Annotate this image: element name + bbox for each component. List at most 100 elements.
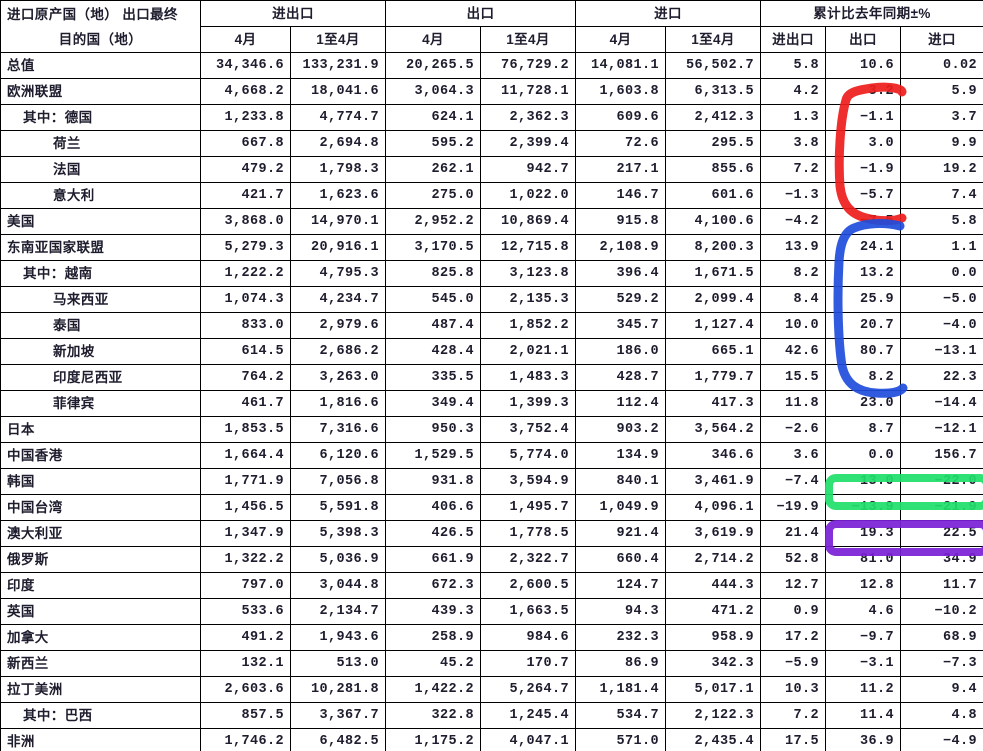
cell-c7: 81.0 xyxy=(825,546,902,573)
cell-c7: 11.2 xyxy=(825,676,902,703)
cell-c4: 571.0 xyxy=(575,728,667,751)
cell-c5: 3,619.9 xyxy=(665,520,762,547)
table-row: 英国 533.6 2,134.7 439.3 1,663.5 94.3 471.2 0.9 4.… xyxy=(0,598,983,625)
table-row: 印度尼西亚 764.2 3,263.0 335.5 1,483.3 428.7 1,779.… xyxy=(0,364,983,391)
cell-c4: 396.4 xyxy=(575,260,667,287)
cell-c4: 660.4 xyxy=(575,546,667,573)
table-row: 美国 3,868.0 14,970.1 2,952.2 10,869.4 915.8 4,1… xyxy=(0,208,983,235)
cell-c7: 19.3 xyxy=(825,520,902,547)
cell-c1: 4,774.7 xyxy=(289,104,387,131)
table-row: 其中：德国 1,233.8 4,774.7 624.1 2,362.3 609.6 2,41… xyxy=(0,104,983,131)
cell-c2: 439.3 xyxy=(385,598,482,625)
cell-c8: 9.4 xyxy=(900,676,983,703)
cell-c4: 345.7 xyxy=(575,312,667,339)
cell-c3: 2,021.1 xyxy=(480,338,577,365)
cell-c8: −22.0 xyxy=(900,468,983,495)
table-row: 新西兰 132.1 513.0 45.2 170.7 86.9 342.3 −5.9 −3.1−… xyxy=(0,650,983,677)
group-header-import: 进口 xyxy=(575,0,762,27)
cell-c2: 661.9 xyxy=(385,546,482,573)
cell-c0: 5,279.3 xyxy=(200,234,291,261)
cell-c1: 4,234.7 xyxy=(289,286,387,313)
row-label: 欧洲联盟 xyxy=(0,78,201,105)
cell-c4: 134.9 xyxy=(575,442,667,469)
cell-c4: 609.6 xyxy=(575,104,667,131)
cell-c1: 1,943.6 xyxy=(289,624,387,651)
cell-c0: 1,074.3 xyxy=(200,286,291,313)
cell-c8: 0.02 xyxy=(900,52,983,79)
cell-c3: 1,495.7 xyxy=(480,494,577,521)
cell-c8: −21.9 xyxy=(900,494,983,521)
cell-c5: 855.6 xyxy=(665,156,762,183)
cell-c6: −7.4 xyxy=(760,468,827,495)
cell-c2: 950.3 xyxy=(385,416,482,443)
cell-c8: 19.2 xyxy=(900,156,983,183)
cell-c8: −7.3 xyxy=(900,650,983,677)
cell-c7: −1.1 xyxy=(825,104,902,131)
cell-c1: 20,916.1 xyxy=(289,234,387,261)
cell-c5: 1,779.7 xyxy=(665,364,762,391)
group-header-export: 出口 xyxy=(385,0,577,27)
cell-c2: 275.0 xyxy=(385,182,482,209)
table-row: 其中：越南 1,222.2 4,795.3 825.8 3,123.8 396.4 1,67… xyxy=(0,260,983,287)
cell-c5: 601.6 xyxy=(665,182,762,209)
cell-c1: 5,398.3 xyxy=(289,520,387,547)
row-label: 泰国 xyxy=(0,312,201,339)
cell-c8: 68.9 xyxy=(900,624,983,651)
cell-c3: 1,399.3 xyxy=(480,390,577,417)
cell-c0: 1,746.2 xyxy=(200,728,291,751)
cell-c6: 42.6 xyxy=(760,338,827,365)
subheader-yoy-export: 出口 xyxy=(825,26,902,53)
cell-c8: −14.4 xyxy=(900,390,983,417)
cell-c6: 10.0 xyxy=(760,312,827,339)
cell-c4: 2,108.9 xyxy=(575,234,667,261)
cell-c6: 1.3 xyxy=(760,104,827,131)
cell-c4: 428.7 xyxy=(575,364,667,391)
cell-c3: 10,869.4 xyxy=(480,208,577,235)
cell-c8: 22.3 xyxy=(900,364,983,391)
cell-c1: 4,795.3 xyxy=(289,260,387,287)
cell-c0: 1,853.5 xyxy=(200,416,291,443)
cell-c6: −1.3 xyxy=(760,182,827,209)
cell-c7: 80.7 xyxy=(825,338,902,365)
table-row: 日本 1,853.5 7,316.6 950.3 3,752.4 903.2 3,564.2… xyxy=(0,416,983,443)
cell-c1: 1,798.3 xyxy=(289,156,387,183)
cell-c5: 4,096.1 xyxy=(665,494,762,521)
cell-c3: 3,752.4 xyxy=(480,416,577,443)
cell-c3: 76,729.2 xyxy=(480,52,577,79)
cell-c7: −9.7 xyxy=(825,624,902,651)
table-row: 拉丁美洲 2,603.6 10,281.8 1,422.2 5,264.7 1,181.4… xyxy=(0,676,983,703)
cell-c5: 2,412.3 xyxy=(665,104,762,131)
header-row-subs: 4月 1至4月 4月 1至4月 4月 1至4月 进出口 出口 进口 xyxy=(1,26,983,53)
cell-c5: 346.6 xyxy=(665,442,762,469)
cell-c2: 3,170.5 xyxy=(385,234,482,261)
cell-c7: 13.0 xyxy=(825,468,902,495)
cell-c3: 1,663.5 xyxy=(480,598,577,625)
cell-c1: 1,816.6 xyxy=(289,390,387,417)
cell-c1: 133,231.9 xyxy=(289,52,387,79)
cell-c2: 825.8 xyxy=(385,260,482,287)
cell-c0: 2,603.6 xyxy=(200,676,291,703)
row-label: 韩国 xyxy=(0,468,201,495)
cell-c8: 5.8 xyxy=(900,208,983,235)
cell-c6: 13.9 xyxy=(760,234,827,261)
row-label: 总值 xyxy=(0,52,201,79)
cell-c0: 797.0 xyxy=(200,572,291,599)
cell-c4: 1,049.9 xyxy=(575,494,667,521)
cell-c2: 3,064.3 xyxy=(385,78,482,105)
cell-c1: 3,263.0 xyxy=(289,364,387,391)
corner-header-line1: 进口原产国（地） 出口最终 xyxy=(7,6,178,22)
cell-c4: 146.7 xyxy=(575,182,667,209)
row-label: 非洲 xyxy=(0,728,201,751)
cell-c4: 1,603.8 xyxy=(575,78,667,105)
cell-c3: 3,123.8 xyxy=(480,260,577,287)
row-label: 新加坡 xyxy=(0,338,201,365)
cell-c4: 217.1 xyxy=(575,156,667,183)
cell-c3: 1,483.3 xyxy=(480,364,577,391)
row-label: 东南亚国家联盟 xyxy=(0,234,201,261)
cell-c3: 11,728.1 xyxy=(480,78,577,105)
cell-c1: 18,041.6 xyxy=(289,78,387,105)
table-row: 泰国 833.0 2,979.6 487.4 1,852.2 345.7 1,127.4 10… xyxy=(0,312,983,339)
row-label: 菲律宾 xyxy=(0,390,201,417)
cell-c0: 479.2 xyxy=(200,156,291,183)
